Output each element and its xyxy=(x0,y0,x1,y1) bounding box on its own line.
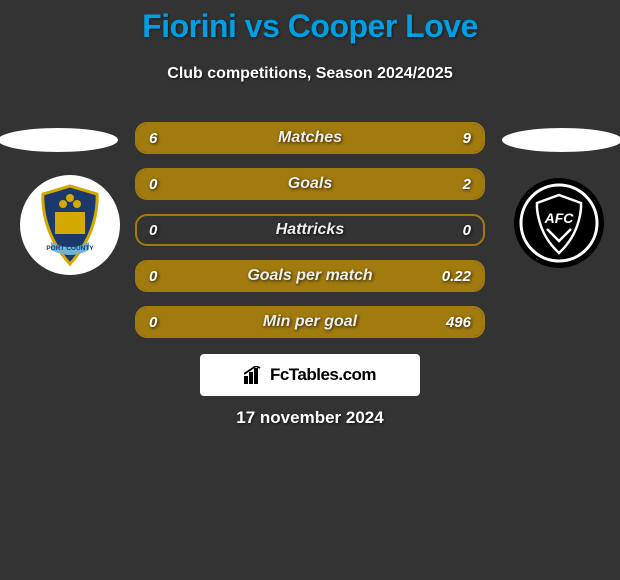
shield-icon: PORT COUNTY xyxy=(25,180,115,270)
stat-label: Goals per match xyxy=(137,262,483,290)
stat-value-left: 0 xyxy=(149,262,157,290)
stat-value-left: 0 xyxy=(149,170,157,198)
stat-row: Hattricks0 0 xyxy=(135,214,485,246)
stat-label: Goals xyxy=(137,170,483,198)
stat-label: Hattricks xyxy=(137,216,483,244)
date-label: 17 november 2024 xyxy=(0,408,620,428)
chart-icon xyxy=(244,366,264,384)
stats-container: Matches69Goals02Hattricks00Goals per mat… xyxy=(135,122,485,352)
stat-label: Min per goal xyxy=(137,308,483,336)
crest-left-banner-text: PORT COUNTY xyxy=(46,245,94,252)
stat-value-right: 9 xyxy=(463,124,471,152)
shield-icon: AFC xyxy=(519,183,599,263)
comparison-infographic: Fiorini vs Cooper Love Club competitions… xyxy=(0,0,620,580)
stat-row: Goals0 2 xyxy=(135,168,485,200)
crest-right-text: AFC xyxy=(544,210,575,226)
stat-row: Matches6 9 xyxy=(135,122,485,154)
stat-row: Goals per match0 0.22 xyxy=(135,260,485,292)
stat-value-left: 0 xyxy=(149,216,157,244)
stat-value-right: 496 xyxy=(446,308,471,336)
platform-ellipse-right xyxy=(502,128,620,152)
stat-value-left: 6 xyxy=(149,124,157,152)
stat-value-right: 0 xyxy=(463,216,471,244)
team-crest-right: AFC xyxy=(514,178,604,268)
stat-value-left: 0 xyxy=(149,308,157,336)
brand-logo: FcTables.com xyxy=(200,354,420,396)
page-title: Fiorini vs Cooper Love xyxy=(0,0,620,45)
stat-label: Matches xyxy=(137,124,483,152)
platform-ellipse-left xyxy=(0,128,118,152)
stat-value-right: 2 xyxy=(463,170,471,198)
stat-row: Min per goal0 496 xyxy=(135,306,485,338)
team-crest-left: PORT COUNTY xyxy=(20,175,120,275)
stat-value-right: 0.22 xyxy=(442,262,471,290)
brand-logo-text: FcTables.com xyxy=(270,365,376,385)
subtitle: Club competitions, Season 2024/2025 xyxy=(0,65,620,83)
